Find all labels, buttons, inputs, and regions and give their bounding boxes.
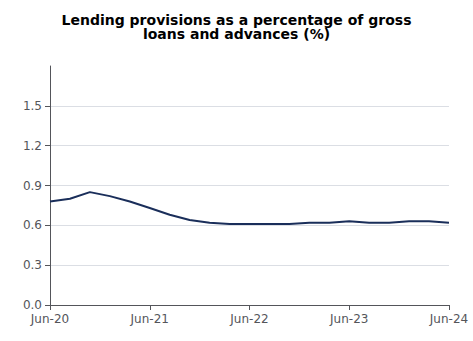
svg-text:0.0: 0.0 bbox=[23, 298, 42, 312]
svg-text:1.2: 1.2 bbox=[23, 139, 42, 153]
svg-text:0.6: 0.6 bbox=[23, 218, 42, 232]
svg-text:Lending provisions as a percen: Lending provisions as a percentage of gr… bbox=[61, 12, 412, 28]
svg-text:Jun-20: Jun-20 bbox=[30, 312, 69, 326]
svg-text:0.3: 0.3 bbox=[23, 258, 42, 272]
svg-text:0.9: 0.9 bbox=[23, 179, 42, 193]
svg-text:loans and advances (%): loans and advances (%) bbox=[143, 26, 330, 42]
svg-text:Jun-23: Jun-23 bbox=[329, 312, 368, 326]
svg-text:Jun-22: Jun-22 bbox=[229, 312, 268, 326]
svg-text:Jun-21: Jun-21 bbox=[130, 312, 169, 326]
svg-text:1.5: 1.5 bbox=[23, 99, 42, 113]
svg-text:Jun-24: Jun-24 bbox=[429, 312, 468, 326]
